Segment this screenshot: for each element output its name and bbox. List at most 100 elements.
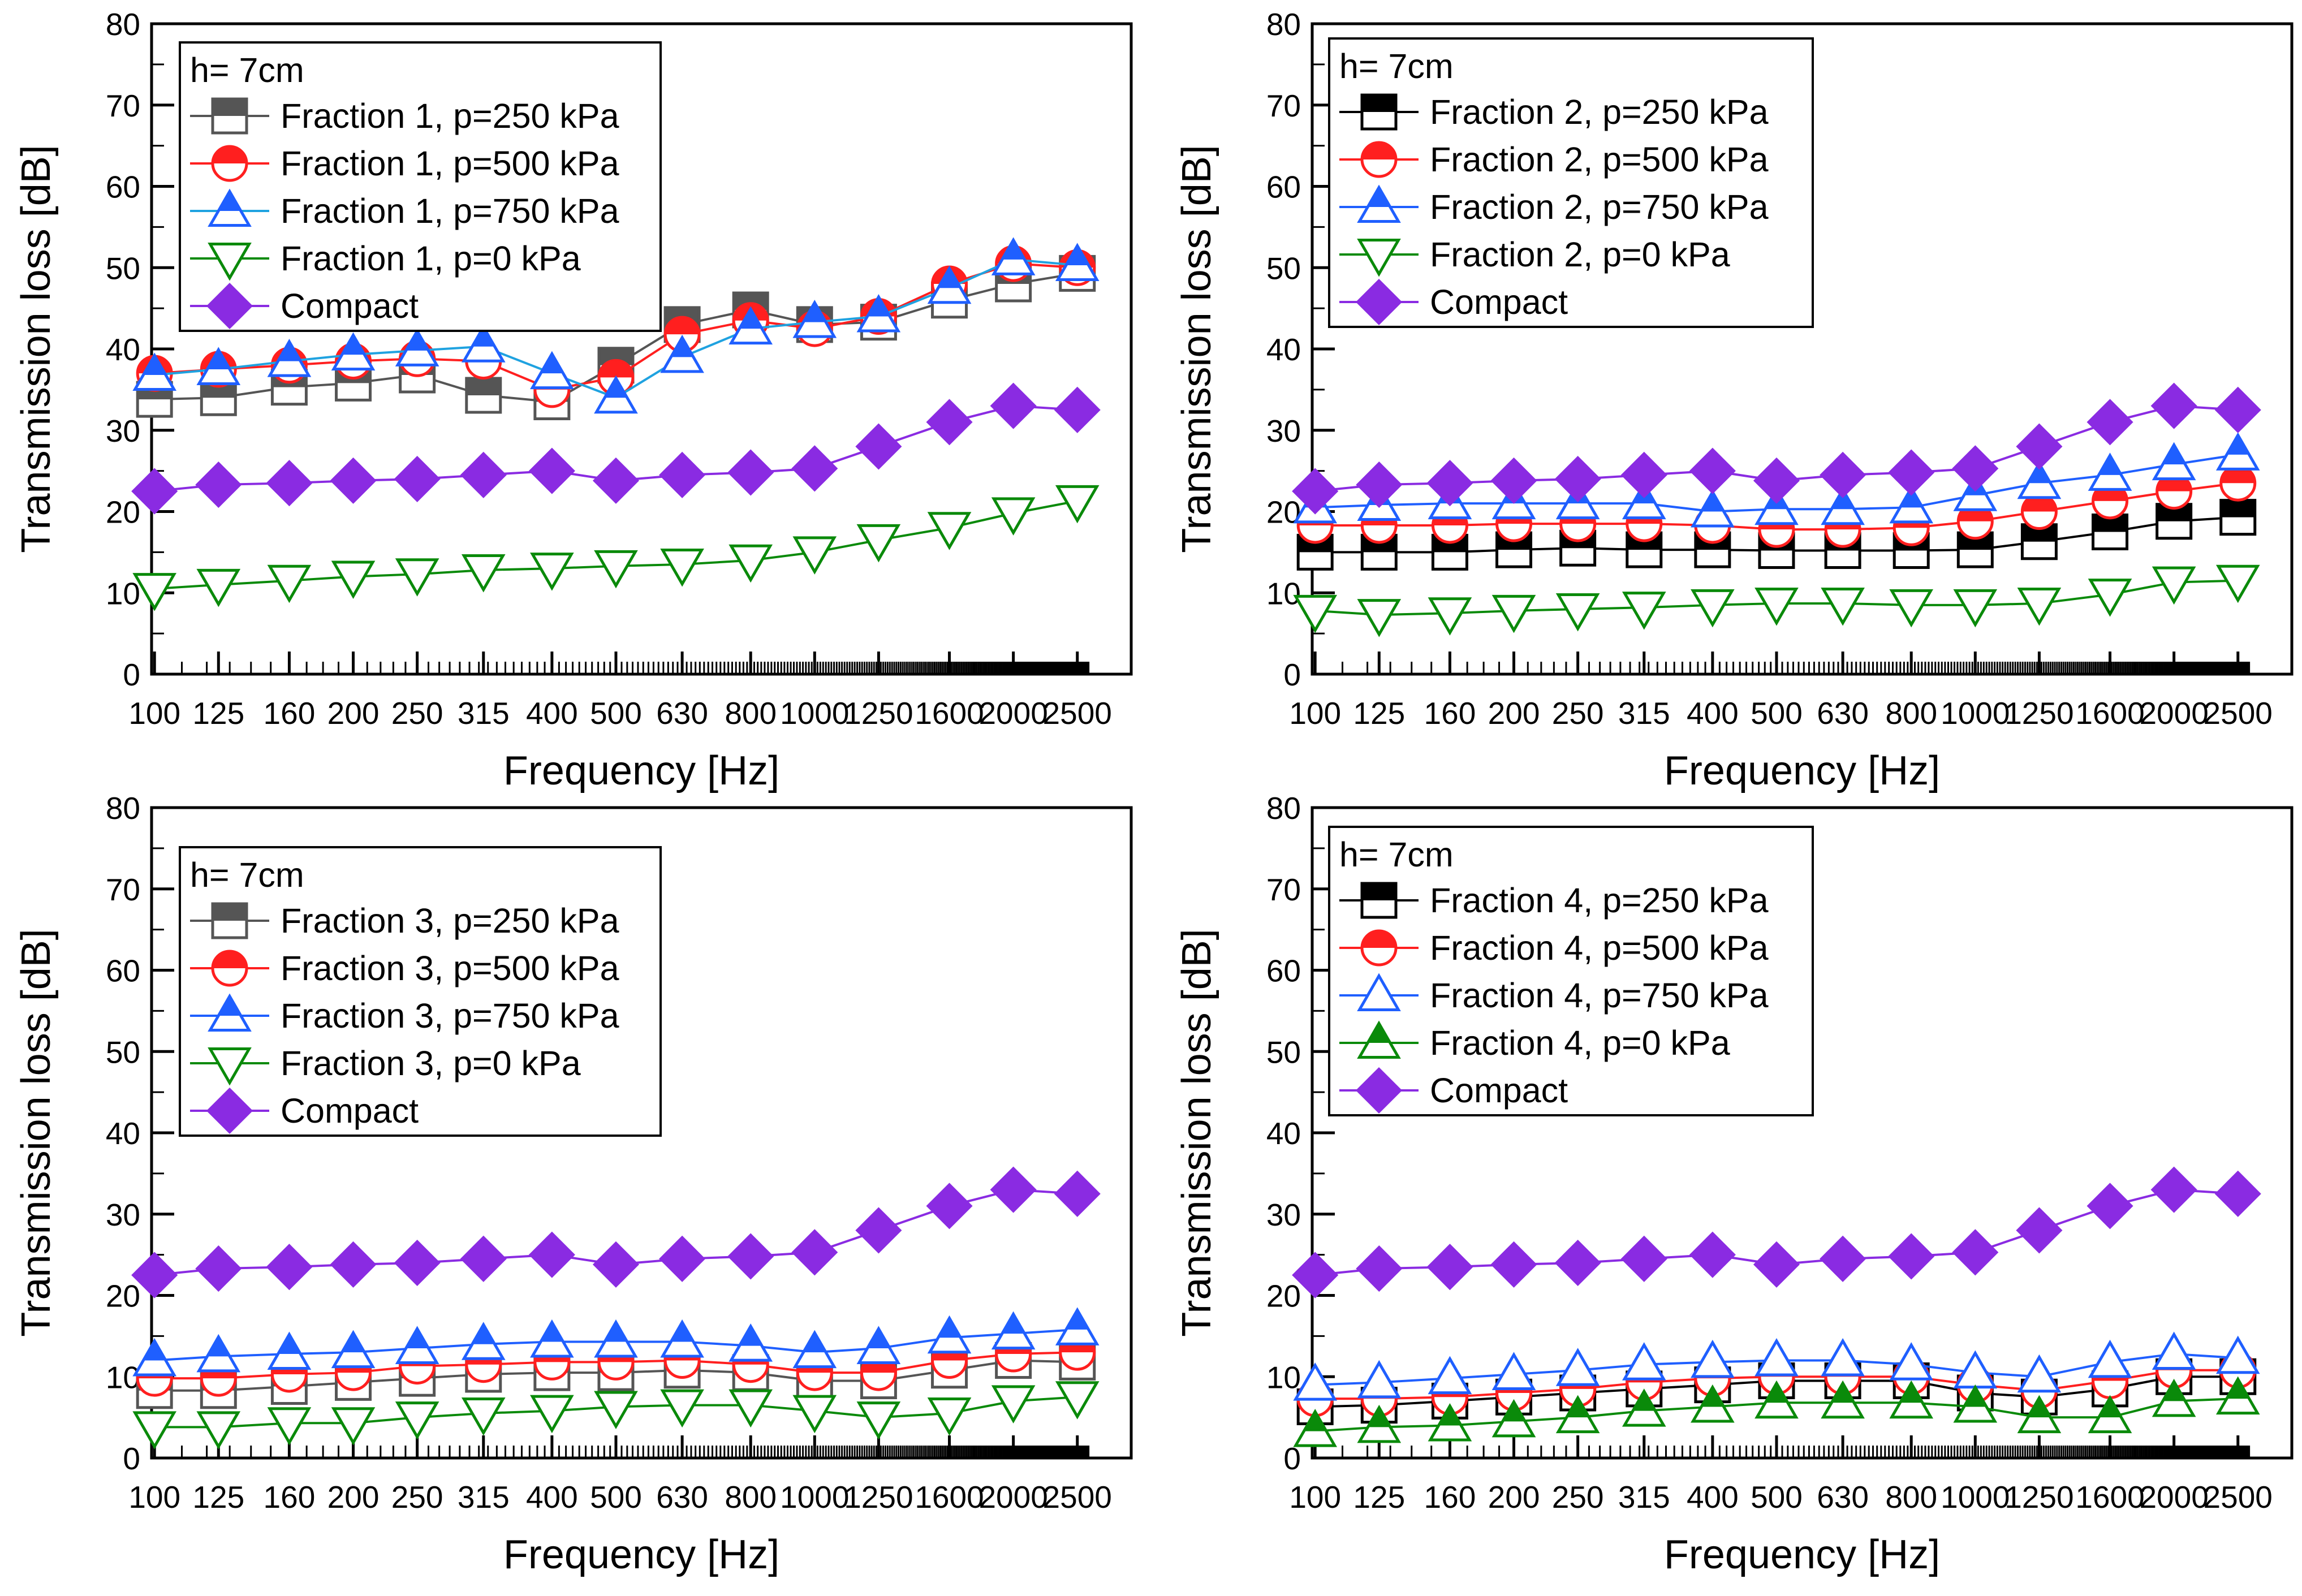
- legend-box: [1328, 826, 1814, 1116]
- data-point: [528, 1231, 575, 1278]
- x-tick-label: 315: [1618, 696, 1670, 731]
- data-point: [461, 1397, 506, 1436]
- data-point: [592, 1241, 640, 1288]
- y-tick-label: 10: [1266, 1360, 1301, 1395]
- data-point: [1357, 599, 1402, 637]
- data-point: [2214, 1170, 2261, 1217]
- data-point: [331, 560, 376, 599]
- data-point: [792, 300, 837, 338]
- series-3: [132, 1381, 1100, 1450]
- x-tick-label: 250: [391, 696, 443, 731]
- data-point: [792, 536, 837, 575]
- x-tick-label: 100: [128, 696, 180, 731]
- legend-item: Fraction 3, p=0 kPa: [190, 1044, 581, 1086]
- data-point: [1491, 1352, 1536, 1390]
- data-point: [460, 451, 507, 498]
- data-point: [131, 468, 178, 515]
- data-point: [2215, 564, 2260, 603]
- data-point: [465, 377, 502, 414]
- legend-marker: [1357, 1020, 1401, 1059]
- data-point: [855, 423, 902, 470]
- data-point: [266, 1244, 313, 1291]
- x-tick-label: 630: [656, 1479, 708, 1515]
- x-tick-label: 125: [192, 1479, 244, 1515]
- x-tick-label: 1000: [780, 1479, 849, 1515]
- series-2: [132, 1307, 1100, 1377]
- data-point: [1622, 1342, 1666, 1381]
- data-point: [728, 1389, 773, 1428]
- data-point: [1820, 1235, 1866, 1282]
- data-point: [792, 1395, 837, 1434]
- x-tick-label: 250: [1552, 696, 1604, 731]
- data-point: [1055, 1307, 1100, 1345]
- x-minor-ticks: [153, 1446, 1090, 1458]
- legend-box: [179, 846, 662, 1137]
- x-tick-label: 500: [1751, 696, 1803, 731]
- x-tick-label: 1600: [915, 1479, 984, 1515]
- legend-label: Fraction 4, p=0 kPa: [1430, 1024, 1730, 1062]
- data-point: [660, 1389, 704, 1428]
- data-point: [528, 447, 575, 494]
- data-point: [395, 1326, 439, 1364]
- data-point: [394, 1239, 441, 1287]
- x-tick-label: 1250: [2004, 1479, 2073, 1515]
- data-point: [394, 455, 441, 503]
- data-point: [1691, 589, 1735, 628]
- data-point: [131, 1252, 178, 1299]
- legend-item: Compact: [1339, 278, 1568, 326]
- data-point: [594, 375, 638, 414]
- data-point: [663, 316, 701, 353]
- data-point: [2020, 493, 2058, 530]
- x-tick-label: 500: [590, 1479, 642, 1515]
- data-point: [331, 1330, 376, 1369]
- x-tick-label: 400: [1687, 1479, 1739, 1515]
- legend-label: Fraction 1, p=0 kPa: [281, 239, 581, 278]
- data-point: [461, 324, 506, 363]
- x-tick-label: 500: [1751, 1479, 1803, 1515]
- series-3: [132, 485, 1100, 611]
- data-point: [1426, 1244, 1473, 1291]
- data-point: [1292, 468, 1339, 515]
- legend-marker: [1357, 973, 1401, 1011]
- x-tick-label: 1250: [2004, 696, 2073, 731]
- legend-label: Fraction 1, p=750 kPa: [281, 192, 619, 230]
- legend-marker: [211, 902, 248, 939]
- data-point: [1889, 1342, 1934, 1381]
- data-point: [2219, 464, 2257, 502]
- data-point: [927, 512, 972, 550]
- data-point: [196, 347, 241, 385]
- x-minor-ticks: [153, 662, 1090, 674]
- data-point: [331, 332, 376, 371]
- data-point: [927, 1397, 972, 1436]
- data-point: [1554, 1239, 1601, 1287]
- legend-label: Compact: [281, 1092, 419, 1130]
- data-point: [2087, 1183, 2133, 1230]
- data-point: [1689, 1231, 1736, 1278]
- y-tick-label: 40: [106, 1116, 140, 1151]
- data-point: [991, 1311, 1036, 1350]
- data-point: [1622, 592, 1666, 630]
- legend-marker: [211, 145, 248, 182]
- y-tick-label: 30: [1266, 1197, 1301, 1232]
- data-point: [2016, 423, 2063, 470]
- y-tick-label: 60: [106, 170, 140, 205]
- y-axis-title: Transmission loss [dB]: [14, 929, 59, 1337]
- data-point: [1888, 1233, 1935, 1280]
- data-point: [2214, 386, 2261, 433]
- data-point: [1821, 486, 1865, 525]
- data-point: [791, 1229, 838, 1276]
- data-point: [856, 294, 901, 333]
- legend-item: Fraction 1, p=500 kPa: [190, 144, 619, 183]
- legend-item: Fraction 3, p=500 kPa: [190, 949, 619, 987]
- data-point: [1753, 457, 1800, 504]
- data-point: [927, 265, 972, 304]
- y-tick-label: 10: [106, 1360, 140, 1395]
- data-point: [1054, 1170, 1101, 1217]
- legend-marker: [208, 993, 252, 1032]
- legend-marker: [208, 1047, 252, 1086]
- data-point: [267, 339, 312, 377]
- data-point: [395, 1401, 439, 1440]
- data-point: [1293, 594, 1338, 633]
